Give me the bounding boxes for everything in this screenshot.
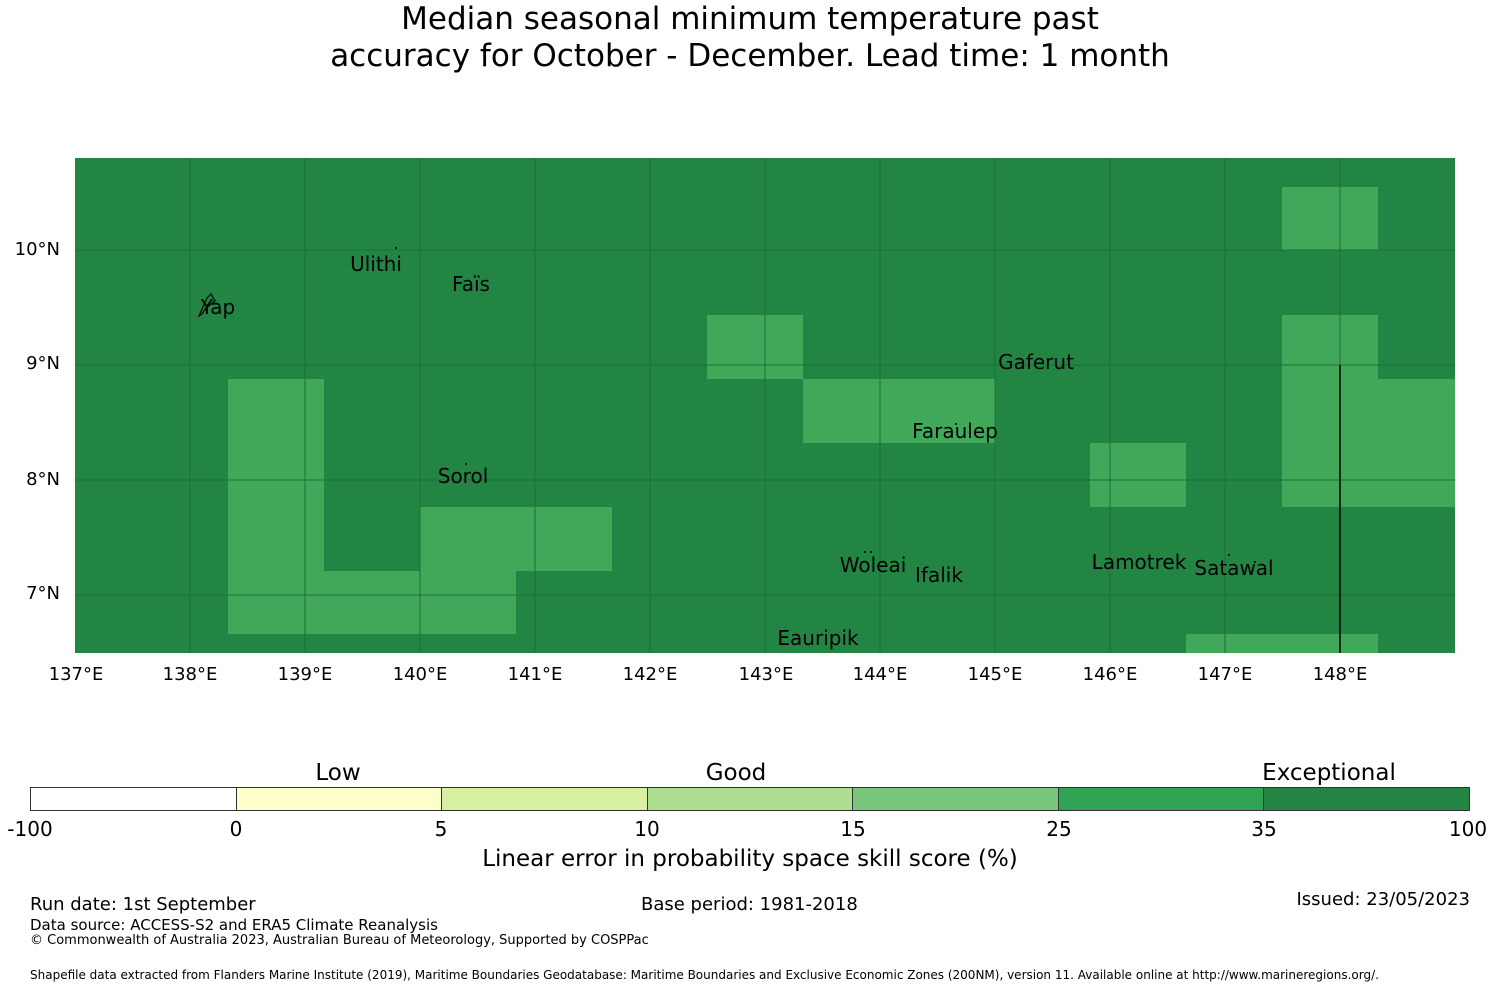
island-dots [395,247,1256,563]
map-title-line-2: accuracy for October - December. Lead ti… [330,38,1170,74]
place-label-woleai: Woleai [839,553,907,577]
skill-cell [420,507,516,634]
skill-cell [228,379,324,634]
colorbar-tick: 35 [1251,817,1277,841]
lon-label-140e: 140°E [392,664,448,685]
place-label-faraulep: Faraulep [912,419,998,443]
colorbar-tick: 100 [1448,817,1488,841]
colorbar-tick: 15 [840,817,866,841]
colorbar-segment [1264,788,1470,810]
colorbar-tick: 0 [229,817,243,841]
skill-cell [1378,379,1455,507]
lon-label-143e: 143°E [738,664,794,685]
map-title-line-1: Median seasonal minimum temperature past [401,1,1099,37]
copyright-notice: © Commonwealth of Australia 2023, Austra… [30,933,649,948]
place-label-fais: Faïs [452,272,490,296]
data-source: Data source: ACCESS-S2 and ERA5 Climate … [30,916,438,934]
colorbar-segment [647,788,854,810]
lon-label-141e: 141°E [507,664,563,685]
lon-label-142e: 142°E [622,664,678,685]
colorbar-segment [236,788,443,810]
legend-category-exceptional: Exceptional [1262,760,1396,786]
shapefile-credit: Shapefile data extracted from Flanders M… [30,968,1379,982]
skill-score-map [75,158,1455,653]
lon-label-145e: 145°E [967,664,1023,685]
colorbar-tick: 5 [434,817,448,841]
skill-cells [228,187,1455,653]
colorbar-segment [442,788,648,810]
run-date: Run date: 1st September [30,894,256,915]
issued-date: Issued: 23/05/2023 [1296,889,1470,910]
place-label-satawal: Satawal [1194,556,1274,580]
lat-label-9n: 9°N [26,353,60,374]
lon-label-148e: 148°E [1312,664,1368,685]
lon-label-139e: 139°E [277,664,333,685]
map-canvas [75,158,1455,653]
skill-cell [1282,187,1378,250]
skill-cell [803,379,995,443]
graticule [75,158,1455,653]
legend-category-low: Low [315,760,361,786]
place-label-gaferut: Gaferut [998,350,1074,374]
skill-cell [1186,634,1378,653]
skill-cell [1090,443,1186,507]
lat-label-10n: 10°N [14,239,60,260]
lon-label-146e: 146°E [1082,664,1138,685]
yap-island-shape [197,293,216,318]
lon-label-137e: 137°E [48,664,104,685]
lon-label-144e: 144°E [852,664,908,685]
skill-cell [1282,315,1378,507]
lat-label-7n: 7°N [26,583,60,604]
place-label-ifalik: Ifalik [915,563,963,587]
skill-cell [707,315,803,379]
colorbar-tick: 10 [634,817,660,841]
place-label-ulithi: Ulithi [350,252,402,276]
place-label-eauripik: Eauripik [777,626,859,650]
colorbar-label: Linear error in probability space skill … [482,846,1018,872]
lat-label-8n: 8°N [26,469,60,490]
place-label-lamotrek: Lamotrek [1091,550,1187,574]
lon-label-138e: 138°E [162,664,218,685]
colorbar-segment [1058,788,1265,810]
place-label-sorol: Sorol [437,464,489,488]
legend-category-good: Good [705,760,767,786]
colorbar-segment [853,788,1059,810]
skill-cell [324,571,420,634]
colorbar-tick: -100 [7,817,53,841]
place-label-yap: Yap [200,295,236,319]
skill-cell [516,507,612,571]
colorbar-segment [31,788,237,810]
skill-colorbar [30,787,1470,811]
lon-label-147e: 147°E [1197,664,1253,685]
base-period: Base period: 1981-2018 [641,894,858,915]
colorbar-tick: 25 [1046,817,1072,841]
